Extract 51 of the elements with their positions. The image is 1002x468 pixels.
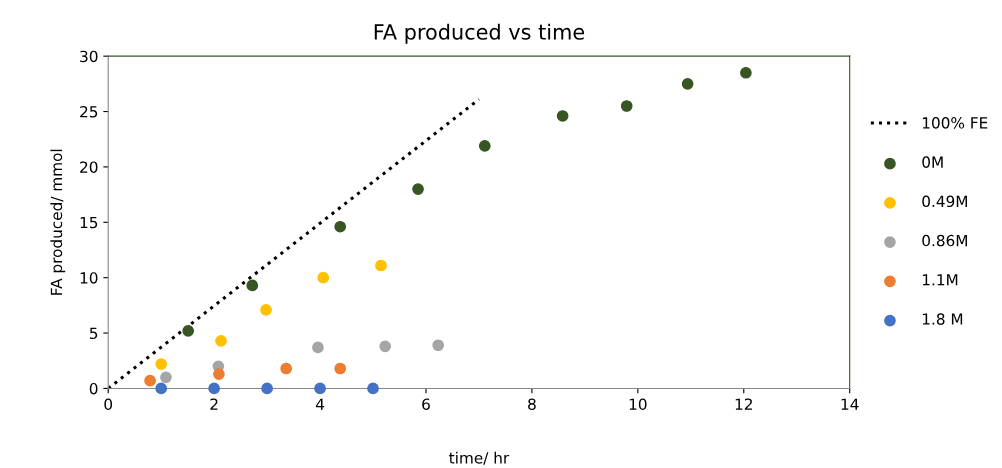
y-tick-label: 10 [80, 272, 98, 284]
point [182, 324, 195, 337]
y-tick-label: 25 [80, 106, 98, 118]
point [334, 362, 347, 375]
legend-label: 100% FE [922, 117, 988, 129]
point [379, 340, 392, 353]
point [367, 382, 379, 395]
chart-title: FA produced vs time [374, 23, 585, 44]
y-axis-title: FA produced/ mmol [50, 149, 66, 295]
x-tick-label: 14 [841, 398, 859, 410]
point [160, 371, 172, 384]
x-axis-title: time/ hr [449, 451, 510, 465]
point [432, 339, 445, 352]
y-tick-label: 30 [80, 50, 98, 63]
y-tick-label: 5 [89, 327, 98, 340]
x-tick-label: 2 [210, 398, 218, 410]
point [620, 100, 633, 112]
y-tick-label: 15 [80, 216, 98, 229]
x-tick-label: 10 [629, 398, 647, 410]
point [556, 110, 569, 122]
point [478, 140, 491, 152]
point [261, 382, 273, 395]
point [334, 220, 347, 233]
legend-label: 0.86M [922, 234, 967, 247]
point [213, 368, 225, 380]
y-tick-label: 0 [89, 382, 98, 395]
point [740, 66, 752, 79]
point [317, 271, 330, 284]
x-tick-label: 4 [315, 398, 325, 410]
point [215, 334, 227, 347]
legend-label: 1.8 M [922, 313, 963, 325]
point [155, 382, 168, 395]
x-tick-label: 12 [735, 398, 752, 410]
legend-label: 1.1M [922, 274, 958, 286]
legend-label: 0.49M [922, 195, 967, 208]
point [312, 341, 324, 354]
point [412, 183, 424, 195]
point [208, 382, 220, 395]
point [144, 374, 156, 387]
point [681, 78, 694, 90]
point [246, 279, 259, 292]
point [375, 259, 387, 272]
x-tick-label: 8 [528, 398, 536, 410]
point [260, 303, 272, 316]
point [155, 358, 168, 370]
y-tick-label: 20 [80, 161, 98, 173]
x-tick-label: 0 [104, 398, 113, 410]
legend-label: 0M [922, 156, 943, 168]
point [280, 362, 293, 375]
x-tick-label: 6 [422, 398, 430, 410]
point [314, 382, 326, 395]
